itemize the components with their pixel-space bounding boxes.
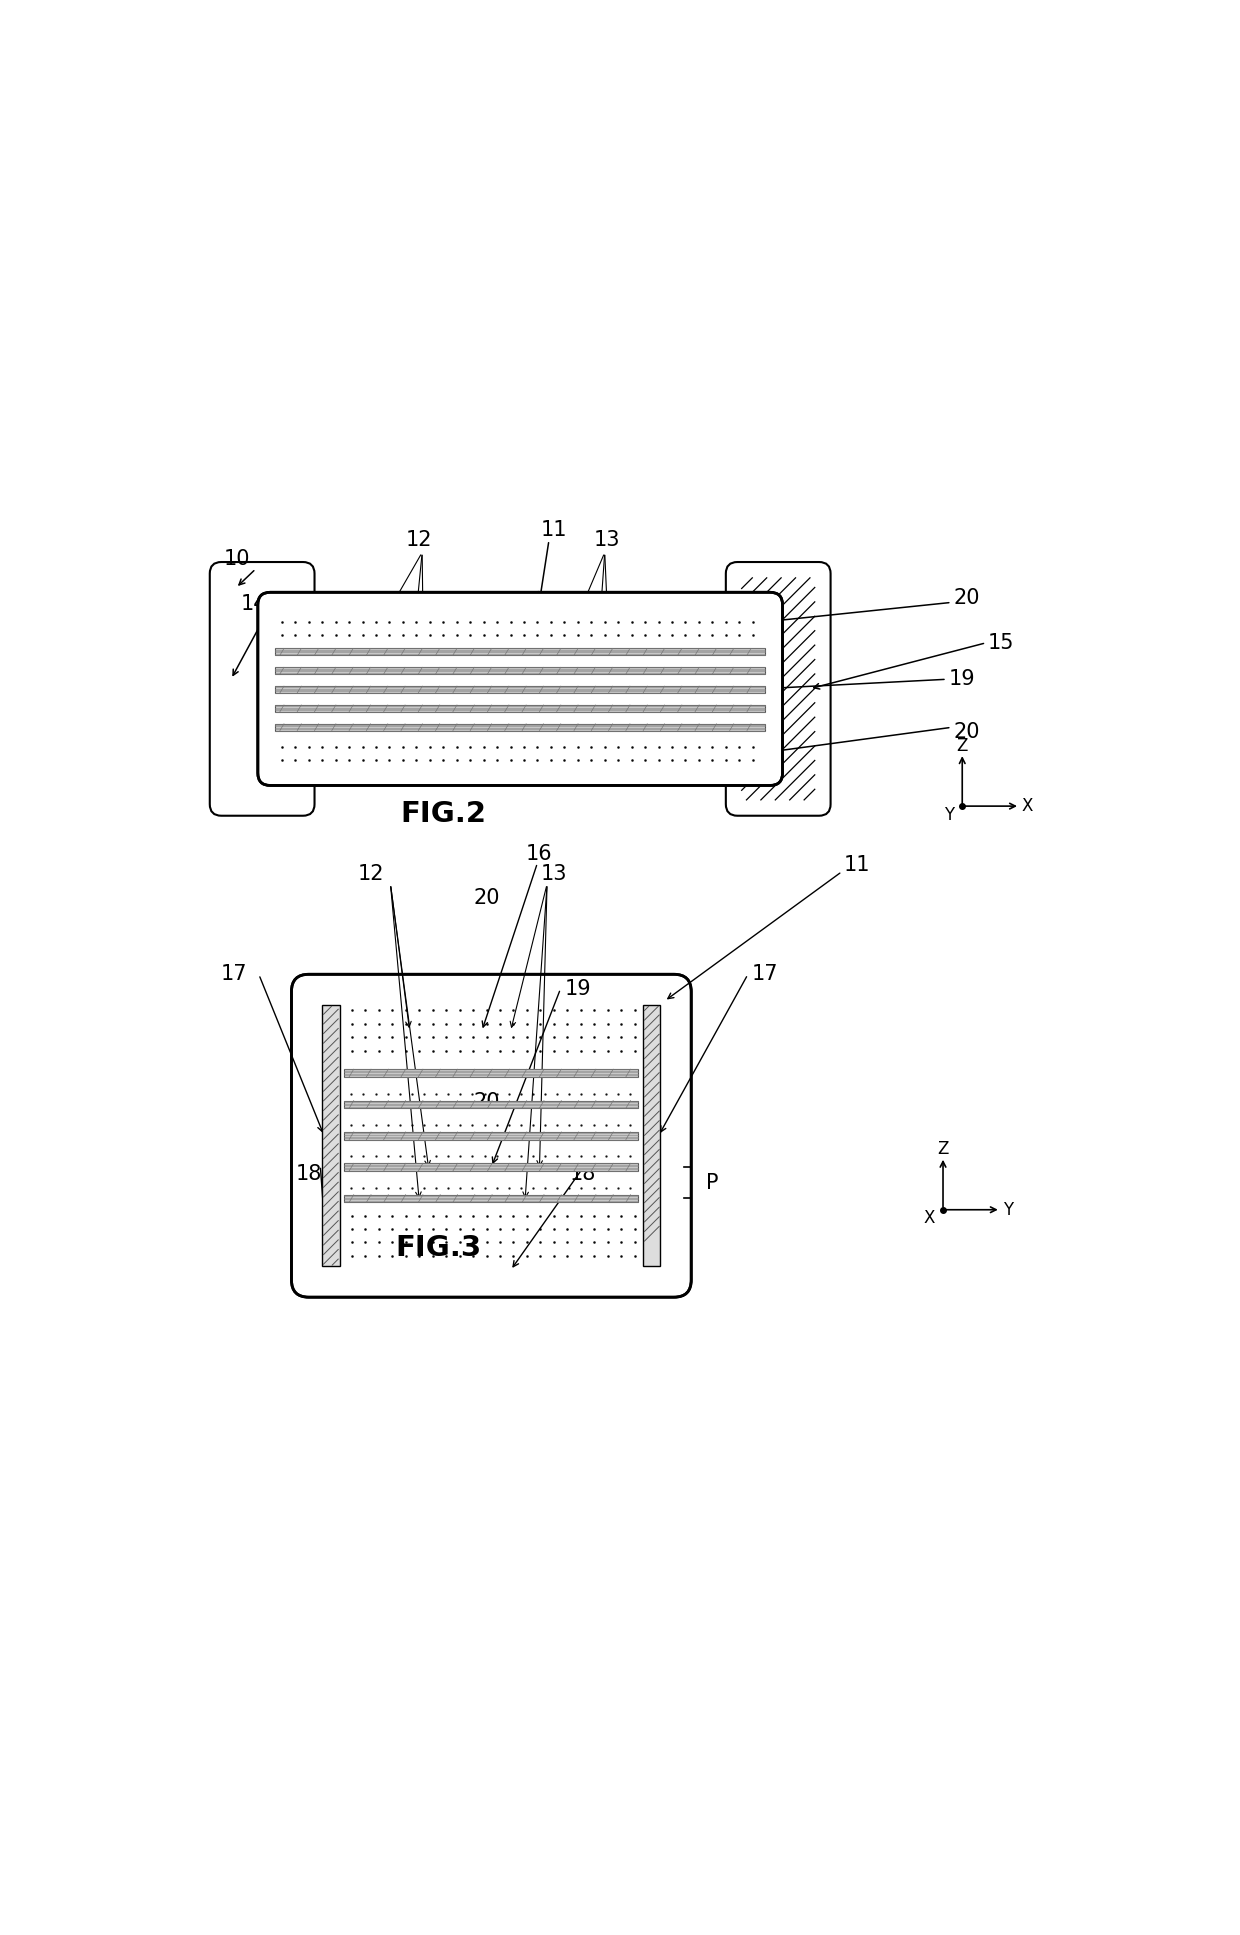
Bar [345,1070,639,1078]
Bar [345,1163,639,1171]
FancyBboxPatch shape [725,561,831,817]
FancyBboxPatch shape [210,561,315,817]
FancyBboxPatch shape [258,592,782,786]
Text: Y: Y [1003,1202,1013,1219]
Bar [275,648,765,656]
Text: 12: 12 [405,530,433,550]
FancyBboxPatch shape [291,975,691,1296]
Text: 19: 19 [949,670,976,689]
Text: Z: Z [956,737,968,755]
Text: 20: 20 [954,588,981,608]
Bar [345,1194,639,1202]
Text: 17: 17 [221,964,247,985]
Text: P: P [706,1173,719,1192]
Text: Z: Z [937,1140,949,1159]
Text: 13: 13 [541,865,567,884]
Text: 10: 10 [223,550,250,569]
Text: 11: 11 [541,521,567,540]
Text: 12: 12 [358,865,384,884]
Bar [322,1004,340,1265]
Bar [345,1101,639,1109]
Text: Y: Y [944,805,954,824]
Text: X: X [1022,797,1033,815]
Text: 20: 20 [474,1091,500,1113]
Text: 20: 20 [474,888,500,908]
Bar [275,704,765,712]
Text: 11: 11 [843,855,869,875]
Bar [275,687,765,693]
Bar [275,724,765,731]
Text: 14: 14 [241,594,268,613]
Bar [275,668,765,673]
Text: 16: 16 [497,766,523,786]
Text: 18: 18 [295,1165,322,1184]
Text: 17: 17 [751,964,779,985]
Text: 19: 19 [564,979,591,998]
Text: 15: 15 [987,633,1014,652]
Text: X: X [924,1209,935,1227]
Text: 18: 18 [569,1165,596,1184]
Bar [644,1004,661,1265]
Text: 20: 20 [954,722,981,743]
Text: 16: 16 [526,844,553,865]
Text: FIG.2: FIG.2 [401,799,486,828]
Text: FIG.3: FIG.3 [396,1235,481,1262]
Text: 13: 13 [594,530,620,550]
Bar [345,1132,639,1140]
